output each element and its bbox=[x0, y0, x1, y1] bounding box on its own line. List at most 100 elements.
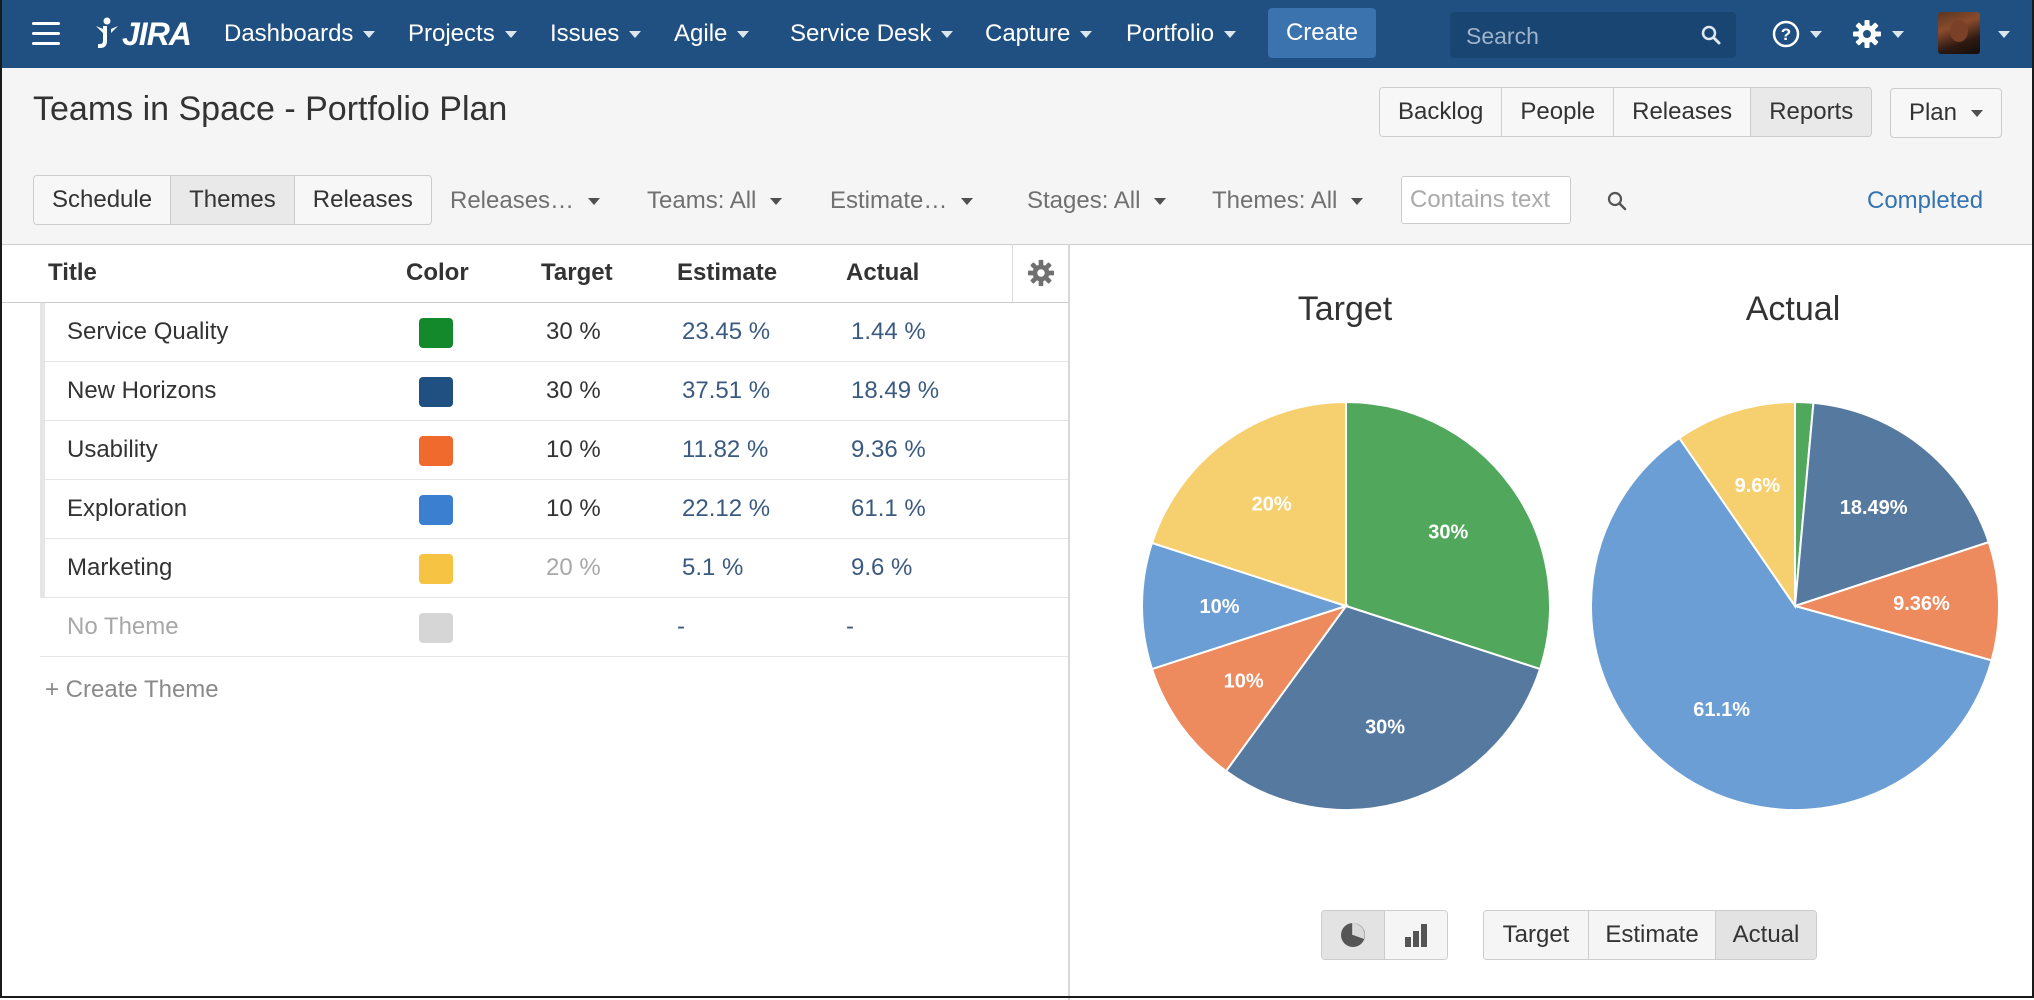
actual-metric-button[interactable]: Actual bbox=[1716, 911, 1816, 959]
tab-schedule[interactable]: Schedule bbox=[34, 176, 172, 224]
theme-color-swatch[interactable] bbox=[419, 377, 453, 407]
table-row[interactable]: Exploration 10 % 22.12 % 61.1 % bbox=[40, 480, 1068, 539]
column-actual[interactable]: Actual bbox=[846, 259, 920, 286]
themes-filter[interactable]: Themes: All bbox=[1212, 158, 1364, 244]
user-avatar[interactable] bbox=[1938, 12, 1980, 54]
nav-issues[interactable]: Issues bbox=[550, 0, 642, 68]
teams-filter-label: Teams: All bbox=[647, 187, 757, 214]
view-switcher: Backlog People Releases Reports bbox=[1379, 87, 1873, 137]
pie-slice-new-horizons[interactable] bbox=[1224, 604, 1542, 811]
pie-slice-service-quality[interactable] bbox=[1345, 400, 1551, 671]
nav-capture[interactable]: Capture bbox=[985, 0, 1093, 68]
column-estimate[interactable]: Estimate bbox=[677, 259, 778, 286]
target-metric-button[interactable]: Target bbox=[1484, 911, 1589, 959]
column-color[interactable]: Color bbox=[406, 259, 469, 286]
chevron-down-icon bbox=[629, 30, 642, 38]
user-menu-toggle[interactable] bbox=[1988, 14, 2010, 54]
tab-releases[interactable]: Releases bbox=[294, 176, 431, 224]
pie-slice-marketing[interactable] bbox=[1677, 400, 1796, 610]
estimate-filter[interactable]: Estimate… bbox=[830, 158, 974, 244]
theme-title[interactable]: Exploration bbox=[67, 495, 188, 522]
table-row[interactable]: Marketing 20 % 5.1 % 9.6 % bbox=[40, 539, 1068, 598]
table-row[interactable]: New Horizons 30 % 37.51 % 18.49 % bbox=[40, 362, 1068, 421]
plan-dropdown[interactable]: Plan bbox=[1890, 88, 2002, 138]
pie-slice-label: 10% bbox=[1224, 670, 1264, 692]
theme-target[interactable]: 30 % bbox=[546, 377, 601, 404]
stages-filter[interactable]: Stages: All bbox=[1027, 158, 1167, 244]
chevron-down-icon bbox=[1892, 30, 1904, 38]
nav-service-desk-label: Service Desk bbox=[790, 20, 932, 47]
actual-chart-title: Actual bbox=[1745, 290, 1841, 328]
page-title: Teams in Space - Portfolio Plan bbox=[33, 90, 508, 128]
chevron-down-icon bbox=[941, 30, 954, 38]
pie-charts: 30% 30% 10% 10% 20% 18.49% 9.36% 61.1% 9.6% bbox=[1141, 400, 2000, 811]
nav-issues-label: Issues bbox=[550, 20, 620, 47]
theme-color-swatch[interactable] bbox=[419, 318, 453, 348]
theme-title[interactable]: Usability bbox=[67, 436, 158, 463]
chevron-down-icon bbox=[737, 30, 750, 38]
theme-color-swatch[interactable] bbox=[419, 436, 453, 466]
chevron-down-icon bbox=[588, 197, 601, 205]
help-menu[interactable]: ? bbox=[1772, 14, 1822, 54]
theme-title[interactable]: New Horizons bbox=[67, 377, 217, 404]
column-title[interactable]: Title bbox=[48, 259, 97, 286]
pie-slice-label: 10% bbox=[1200, 596, 1240, 618]
nav-projects-label: Projects bbox=[408, 20, 495, 47]
estimate-metric-button[interactable]: Estimate bbox=[1589, 911, 1716, 959]
pie-slice-new-horizons[interactable] bbox=[1793, 401, 1991, 608]
theme-color-swatch[interactable] bbox=[419, 495, 453, 525]
nav-service-desk[interactable]: Service Desk bbox=[790, 0, 954, 68]
theme-color-swatch[interactable] bbox=[419, 554, 453, 584]
pie-slice-usability[interactable] bbox=[1791, 540, 2000, 662]
nav-dashboards[interactable]: Dashboards bbox=[224, 0, 376, 68]
column-target[interactable]: Target bbox=[541, 259, 613, 286]
theme-title[interactable]: Service Quality bbox=[67, 318, 229, 345]
create-theme-link[interactable]: + Create Theme bbox=[45, 676, 219, 703]
theme-target[interactable]: 20 % bbox=[546, 554, 601, 581]
pie-slice-marketing[interactable] bbox=[1150, 400, 1347, 608]
search-icon[interactable] bbox=[1606, 190, 1628, 212]
hamburger-menu-icon[interactable] bbox=[32, 22, 60, 46]
releases-view-button[interactable]: Releases bbox=[1614, 88, 1752, 136]
metric-toggle: Target Estimate Actual bbox=[1483, 910, 1817, 960]
theme-actual: 9.6 % bbox=[851, 554, 913, 581]
pie-slice-usability[interactable] bbox=[1150, 604, 1349, 773]
releases-filter[interactable]: Releases… bbox=[450, 158, 601, 244]
settings-menu[interactable] bbox=[1852, 14, 1904, 54]
theme-title[interactable]: Marketing bbox=[67, 554, 173, 581]
people-button[interactable]: People bbox=[1502, 88, 1615, 136]
bar-chart-button[interactable] bbox=[1385, 911, 1447, 959]
theme-target[interactable]: 30 % bbox=[546, 318, 601, 345]
text-filter-input[interactable] bbox=[1401, 176, 1571, 224]
pie-slice-exploration[interactable] bbox=[1141, 541, 1350, 671]
completed-link[interactable]: Completed bbox=[1867, 187, 1984, 214]
backlog-button[interactable]: Backlog bbox=[1380, 88, 1503, 136]
search-input[interactable] bbox=[1450, 12, 1698, 60]
nav-projects[interactable]: Projects bbox=[408, 0, 517, 68]
jira-logo[interactable]: JIRA bbox=[94, 14, 192, 54]
create-button[interactable]: Create bbox=[1268, 8, 1376, 58]
theme-target[interactable]: 10 % bbox=[546, 436, 601, 463]
report-tabs: Schedule Themes Releases bbox=[33, 175, 432, 225]
search-icon[interactable] bbox=[1700, 24, 1722, 46]
reports-button[interactable]: Reports bbox=[1751, 88, 1872, 136]
pie-chart-button[interactable] bbox=[1322, 911, 1385, 959]
teams-filter[interactable]: Teams: All bbox=[647, 158, 783, 244]
tab-themes[interactable]: Themes bbox=[171, 176, 295, 224]
theme-target[interactable]: 10 % bbox=[546, 495, 601, 522]
theme-actual: 18.49 % bbox=[851, 377, 940, 404]
table-settings[interactable] bbox=[1012, 244, 1069, 302]
pie-slice-exploration[interactable] bbox=[1590, 436, 1993, 811]
chevron-down-icon bbox=[1351, 197, 1364, 205]
chevron-down-icon bbox=[961, 197, 974, 205]
nav-agile[interactable]: Agile bbox=[674, 0, 750, 68]
pie-slice-label: 20% bbox=[1252, 494, 1292, 516]
table-row[interactable]: Usability 10 % 11.82 % 9.36 % bbox=[40, 421, 1068, 480]
chevron-down-icon bbox=[1080, 30, 1093, 38]
themes-filter-label: Themes: All bbox=[1212, 187, 1338, 214]
nav-portfolio[interactable]: Portfolio bbox=[1126, 0, 1237, 68]
logo-text: JIRA bbox=[122, 15, 192, 52]
bar-chart-icon bbox=[1405, 924, 1427, 947]
table-row[interactable]: Service Quality 30 % 23.45 % 1.44 % bbox=[40, 303, 1068, 362]
theme-estimate: 37.51 % bbox=[682, 377, 771, 404]
